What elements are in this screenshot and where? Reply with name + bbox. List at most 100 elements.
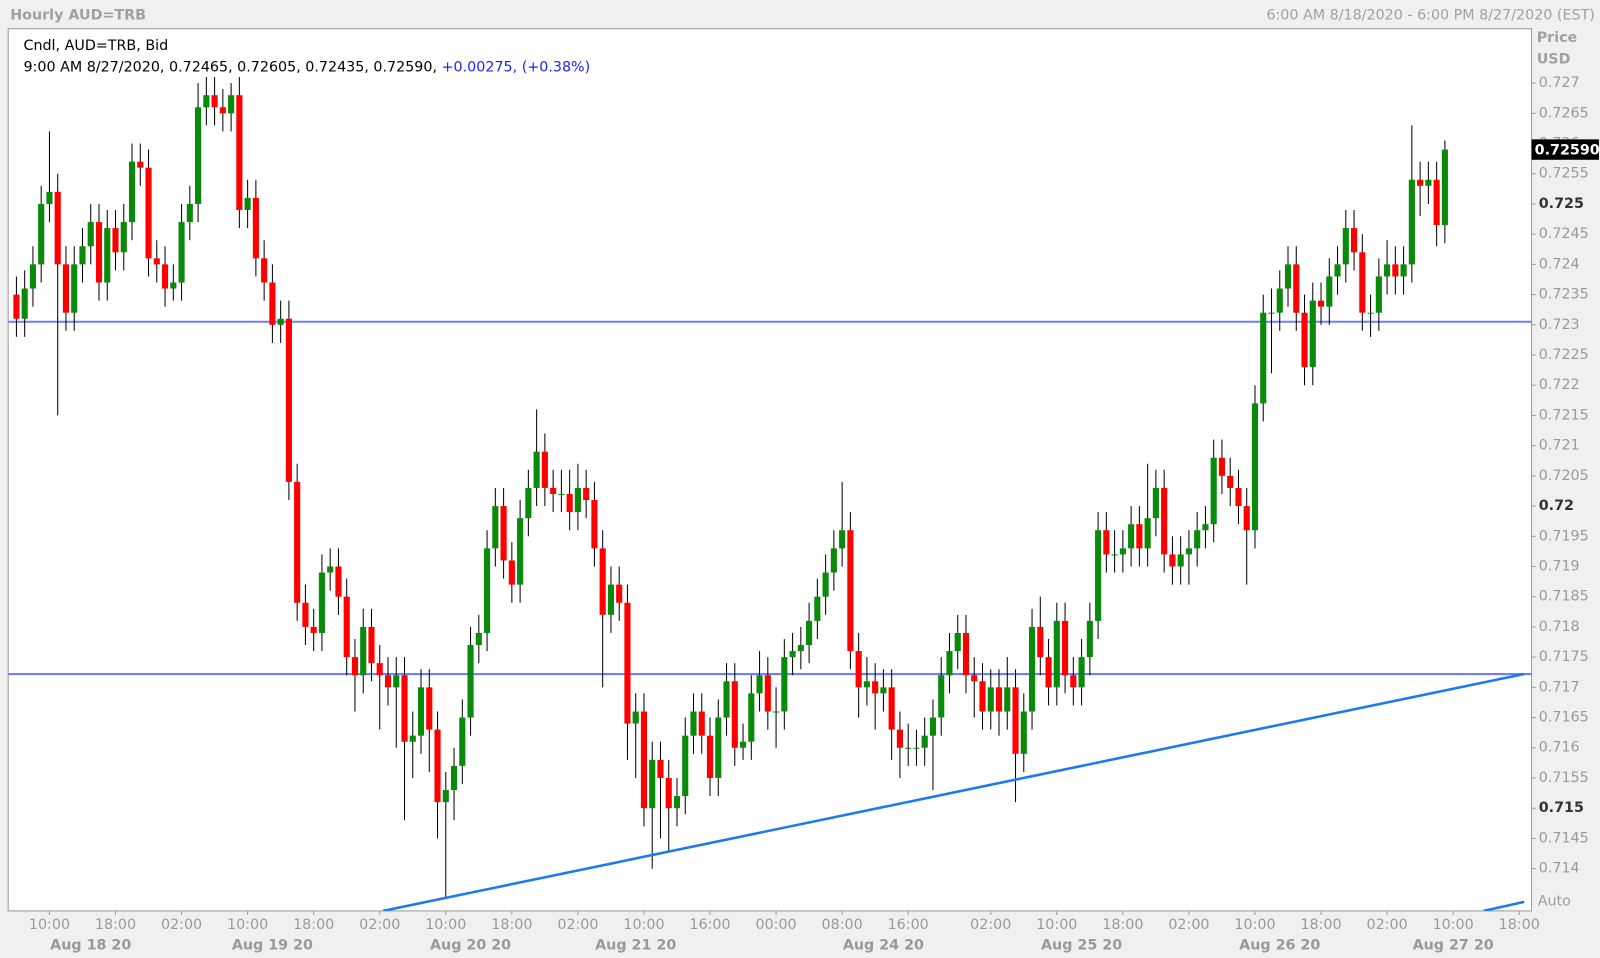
y-tick-label: 0.7175 — [1539, 649, 1589, 665]
x-tick-label: 10:00 — [227, 917, 268, 933]
candle-body — [417, 687, 425, 736]
candle-body — [739, 741, 747, 748]
candle-body — [13, 294, 20, 319]
x-tick-label: 10:00 — [1036, 917, 1077, 933]
y-tick-label: 0.7245 — [1539, 226, 1589, 242]
y-tick-label: 0.7215 — [1539, 407, 1589, 423]
candle-body — [599, 548, 606, 615]
x-tick-label: 16:00 — [888, 917, 929, 933]
candle-body — [839, 530, 846, 549]
legend-label: Cndl, AUD=TRB, Bid — [23, 38, 168, 54]
candle-body — [1227, 475, 1234, 488]
candle-body — [277, 318, 284, 325]
candle-body — [1317, 300, 1325, 307]
candle-body — [128, 161, 136, 223]
y-tick-label: 0.7265 — [1539, 105, 1589, 121]
info-values: 9:00 AM 8/27/2020, 0.72465, 0.72605, 0.7… — [23, 60, 437, 76]
candle-body — [1268, 312, 1275, 314]
candle-body — [863, 681, 870, 688]
candle-body — [855, 651, 862, 688]
candle-body — [178, 222, 185, 283]
y-tick-label: 0.7145 — [1539, 830, 1589, 846]
candle-body — [310, 626, 317, 633]
candle-body — [244, 197, 251, 210]
candle-body — [228, 95, 235, 114]
x-tick-label: 02:00 — [161, 917, 202, 933]
y-tick-label: 0.7255 — [1539, 166, 1589, 182]
candle-body — [1334, 264, 1341, 277]
candle-body — [1260, 312, 1267, 404]
candle-body — [1169, 554, 1176, 567]
candle-body — [640, 711, 648, 809]
x-tick-label: 10:00 — [1433, 917, 1474, 933]
candle-body — [1367, 312, 1374, 314]
y-tick-label: 0.721 — [1539, 438, 1580, 454]
date-label: Aug 19 20 — [232, 938, 313, 954]
x-tick-label: 02:00 — [359, 917, 400, 933]
y-tick-label: 0.7225 — [1539, 347, 1589, 363]
candle-body — [1210, 457, 1217, 525]
x-tick-label: 00:00 — [755, 917, 796, 933]
candle-body — [1028, 626, 1036, 712]
candle-body — [616, 584, 623, 603]
candle-body — [120, 222, 127, 253]
candle-body — [1301, 312, 1308, 368]
date-label: Aug 26 20 — [1239, 938, 1320, 954]
candle-body — [896, 729, 903, 748]
candle-body — [1070, 675, 1077, 688]
candle-body — [938, 675, 945, 718]
candle-body — [203, 95, 210, 108]
candle-body — [517, 518, 524, 585]
y-tick-label: 0.72 — [1539, 498, 1574, 514]
candle-body — [38, 203, 45, 265]
candle-body — [748, 693, 755, 742]
candle-body — [1235, 487, 1242, 507]
info-label: 9:00 AM 8/27/2020, 0.72465, 0.72605, 0.7… — [23, 60, 590, 76]
y-tick-label: 0.727 — [1539, 75, 1580, 91]
x-tick-label: 18:00 — [1499, 917, 1540, 933]
candle-body — [979, 681, 986, 712]
candle-body — [1400, 264, 1407, 277]
candle-body — [475, 632, 482, 646]
candle-body — [781, 657, 788, 712]
candle-body — [29, 264, 37, 289]
candle-body — [368, 626, 375, 664]
x-tick-label: 02:00 — [557, 917, 598, 933]
candle-body — [632, 711, 639, 724]
candle-body — [21, 288, 28, 319]
candle-body — [335, 566, 342, 597]
last-price-badge — [1531, 139, 1599, 160]
candle-body — [1185, 548, 1192, 555]
candle-body — [376, 663, 383, 676]
plot-area — [7, 28, 1533, 912]
unit-label: USD — [1537, 51, 1571, 67]
x-tick-label: 02:00 — [1367, 917, 1408, 933]
y-tick-label: 0.719 — [1539, 558, 1580, 574]
y-tick-label: 0.7155 — [1539, 770, 1589, 786]
candle-body — [541, 451, 548, 488]
trend-line — [382, 672, 1525, 911]
candle-body — [401, 675, 408, 742]
candle-body — [773, 711, 780, 713]
candle-body — [1375, 276, 1382, 313]
candle-body — [872, 681, 879, 694]
candle-body — [1251, 403, 1259, 531]
candle-body — [1342, 228, 1349, 265]
candle-body — [104, 228, 111, 283]
candle-body — [484, 548, 491, 633]
x-tick-label: 18:00 — [95, 917, 136, 933]
candle-body — [971, 675, 978, 682]
candle-body — [1218, 457, 1226, 476]
candle-body — [1194, 530, 1201, 549]
candle-body — [467, 645, 474, 718]
candle-body — [591, 500, 598, 549]
x-tick-label: 16:00 — [689, 917, 730, 933]
candle-body — [492, 506, 499, 549]
candle-body — [1045, 657, 1052, 688]
y-tick-label: 0.716 — [1539, 740, 1580, 756]
candle-body — [1433, 179, 1440, 226]
trend-line — [1483, 900, 1525, 911]
change-label: +0.00275, (+0.38%) — [442, 60, 591, 76]
candle-body — [1119, 548, 1126, 555]
